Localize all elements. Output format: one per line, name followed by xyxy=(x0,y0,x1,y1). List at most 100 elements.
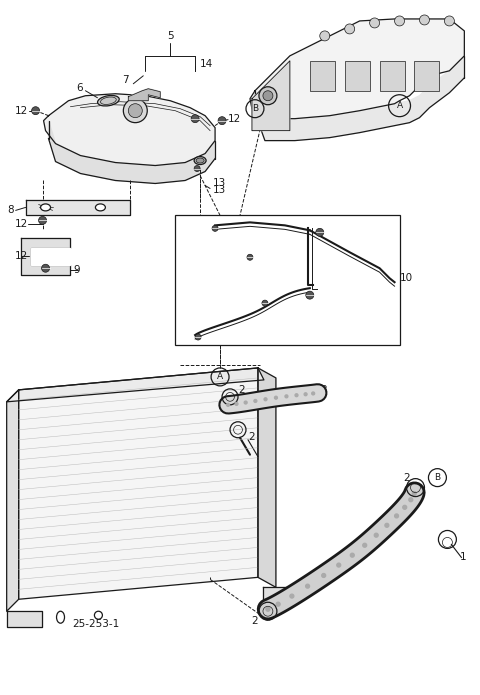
Polygon shape xyxy=(7,611,42,627)
Text: A: A xyxy=(396,101,403,111)
Text: 8: 8 xyxy=(7,206,13,215)
Circle shape xyxy=(285,395,288,398)
Polygon shape xyxy=(31,248,71,265)
Text: 5: 5 xyxy=(167,31,173,41)
Text: 2: 2 xyxy=(403,473,409,482)
Circle shape xyxy=(363,543,367,547)
Circle shape xyxy=(247,254,253,260)
Circle shape xyxy=(32,107,39,115)
Circle shape xyxy=(254,400,257,402)
Circle shape xyxy=(212,225,218,231)
Text: 3: 3 xyxy=(320,385,326,395)
Circle shape xyxy=(275,396,277,399)
Circle shape xyxy=(259,87,277,105)
Circle shape xyxy=(227,403,229,407)
Circle shape xyxy=(306,584,310,588)
Polygon shape xyxy=(258,368,276,587)
Bar xyxy=(175,215,399,345)
Circle shape xyxy=(263,91,273,101)
Circle shape xyxy=(316,229,324,236)
Circle shape xyxy=(264,398,267,401)
Text: 6: 6 xyxy=(76,83,83,92)
Text: 13: 13 xyxy=(213,186,227,195)
Circle shape xyxy=(123,99,147,122)
Text: 2: 2 xyxy=(248,432,254,442)
Text: 9: 9 xyxy=(73,265,80,275)
Circle shape xyxy=(266,607,270,611)
Text: 12: 12 xyxy=(15,106,28,115)
Ellipse shape xyxy=(194,156,206,165)
Circle shape xyxy=(38,216,47,224)
Circle shape xyxy=(345,24,355,34)
Circle shape xyxy=(312,392,315,395)
Circle shape xyxy=(262,300,268,306)
Polygon shape xyxy=(25,200,130,215)
Circle shape xyxy=(350,553,354,557)
Text: 11: 11 xyxy=(192,220,205,229)
Circle shape xyxy=(385,523,389,528)
Text: 2: 2 xyxy=(252,616,258,626)
Polygon shape xyxy=(263,587,288,603)
Bar xyxy=(310,61,335,91)
Circle shape xyxy=(128,104,142,117)
Text: 12: 12 xyxy=(228,114,241,124)
Polygon shape xyxy=(19,368,258,599)
Circle shape xyxy=(295,394,298,397)
Polygon shape xyxy=(48,121,215,183)
Polygon shape xyxy=(252,61,290,131)
Polygon shape xyxy=(7,368,264,402)
Text: 4: 4 xyxy=(374,537,381,548)
Circle shape xyxy=(370,18,380,28)
Circle shape xyxy=(420,15,430,25)
Text: 13: 13 xyxy=(213,179,227,188)
Text: A: A xyxy=(217,373,223,382)
Circle shape xyxy=(191,115,199,122)
Circle shape xyxy=(195,334,201,340)
Text: 10: 10 xyxy=(399,273,413,283)
Bar xyxy=(345,61,370,91)
Circle shape xyxy=(403,505,407,509)
Circle shape xyxy=(306,291,314,299)
Circle shape xyxy=(337,563,341,567)
Text: 11: 11 xyxy=(225,248,238,259)
Text: 25-253-1: 25-253-1 xyxy=(72,619,119,629)
Polygon shape xyxy=(7,390,19,611)
Circle shape xyxy=(320,31,330,41)
Circle shape xyxy=(395,16,405,26)
Text: B: B xyxy=(252,104,258,113)
Text: 1: 1 xyxy=(459,553,466,562)
Text: B: B xyxy=(434,473,441,482)
Polygon shape xyxy=(250,19,464,119)
Text: 12: 12 xyxy=(15,220,28,229)
Bar xyxy=(380,61,405,91)
Text: 11: 11 xyxy=(240,294,253,304)
Text: 7: 7 xyxy=(122,75,128,85)
Text: 12: 12 xyxy=(15,252,28,261)
Circle shape xyxy=(304,393,307,395)
Text: 12: 12 xyxy=(330,223,343,234)
Circle shape xyxy=(444,16,455,26)
Circle shape xyxy=(412,491,416,496)
Ellipse shape xyxy=(41,204,50,211)
Circle shape xyxy=(395,514,398,518)
Circle shape xyxy=(235,402,238,405)
Circle shape xyxy=(409,498,413,502)
Polygon shape xyxy=(255,56,464,140)
Bar xyxy=(415,61,439,91)
Text: 2: 2 xyxy=(238,385,245,395)
Circle shape xyxy=(218,117,226,124)
Ellipse shape xyxy=(97,95,119,106)
Polygon shape xyxy=(44,94,215,165)
Circle shape xyxy=(42,264,49,272)
Circle shape xyxy=(374,533,378,537)
Circle shape xyxy=(290,594,294,598)
Text: 11: 11 xyxy=(177,335,190,345)
Circle shape xyxy=(194,165,200,172)
Circle shape xyxy=(322,573,326,578)
Circle shape xyxy=(276,602,280,606)
Ellipse shape xyxy=(96,204,106,211)
Polygon shape xyxy=(21,238,71,275)
Polygon shape xyxy=(128,89,160,101)
Text: 12: 12 xyxy=(284,290,297,300)
Circle shape xyxy=(244,401,247,404)
